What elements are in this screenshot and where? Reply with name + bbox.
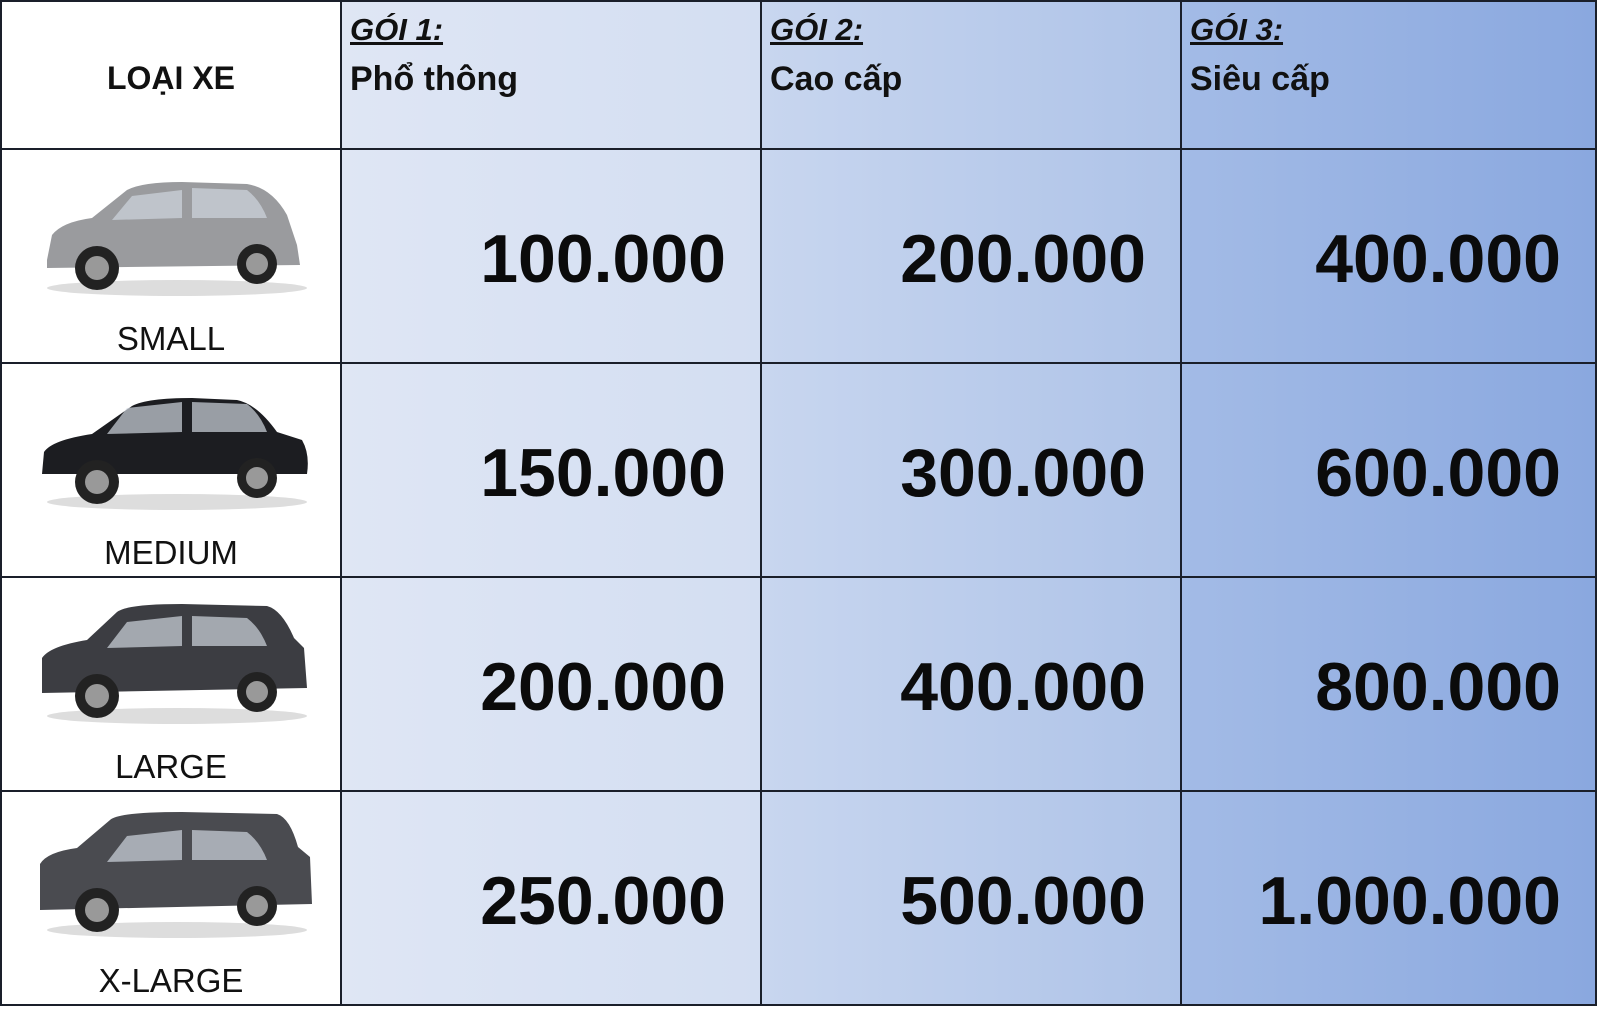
price-value: 250.000 (480, 863, 726, 939)
large-suv-car-icon (40, 812, 312, 938)
price-cell: 200.000 (340, 576, 762, 792)
package-label: GÓI 1: (350, 12, 444, 47)
price-value: 1.000.000 (1258, 863, 1561, 939)
vehicle-cell: SMALL (0, 148, 342, 364)
price-cell: 400.000 (760, 576, 1182, 792)
price-value: 100.000 (480, 221, 726, 297)
header-package-2: GÓI 2: Cao cấp (760, 0, 1182, 150)
hatchback-car-icon (47, 182, 307, 296)
price-value: 500.000 (900, 863, 1146, 939)
price-value: 150.000 (480, 435, 726, 511)
price-cell: 300.000 (760, 362, 1182, 578)
header-package-1: GÓI 1: Phổ thông (340, 0, 762, 150)
price-cell: 150.000 (340, 362, 762, 578)
price-value: 400.000 (900, 649, 1146, 725)
vehicle-cell: MEDIUM (0, 362, 342, 578)
vehicle-cell: LARGE (0, 576, 342, 792)
vehicle-size-label: X-LARGE (98, 962, 244, 999)
price-cell: 600.000 (1180, 362, 1597, 578)
table-row: SMALL 100.000 200.000 400.000 (0, 148, 1597, 364)
header-row: LOẠI XE GÓI 1: Phổ thông GÓI 2: Cao cấp GÓ… (0, 0, 1597, 150)
price-value: 400.000 (1315, 221, 1561, 297)
vehicle-size-label: MEDIUM (104, 534, 238, 571)
price-cell: 500.000 (760, 790, 1182, 1006)
price-cell: 400.000 (1180, 148, 1597, 364)
price-cell: 100.000 (340, 148, 762, 364)
vehicle-size-label: LARGE (115, 748, 227, 785)
vehicle-type-label: LOẠI XE (106, 60, 235, 96)
header-vehicle-type: LOẠI XE (0, 0, 342, 150)
price-value: 300.000 (900, 435, 1146, 511)
tier-label: Phổ thông (350, 60, 519, 98)
header-package-3: GÓI 3: Siêu cấp (1180, 0, 1597, 150)
price-cell: 800.000 (1180, 576, 1597, 792)
price-value: 800.000 (1315, 649, 1561, 725)
price-cell: 200.000 (760, 148, 1182, 364)
vehicle-size-label: SMALL (116, 320, 226, 357)
price-value: 200.000 (900, 221, 1146, 297)
price-cell: 250.000 (340, 790, 762, 1006)
tier-label: Siêu cấp (1190, 60, 1330, 98)
table-row: MEDIUM 150.000 300.000 600.000 (0, 362, 1597, 578)
table-row: LARGE 200.000 400.000 800.000 (0, 576, 1597, 792)
tier-label: Cao cấp (770, 60, 903, 98)
sedan-car-icon (42, 398, 308, 510)
price-value: 200.000 (480, 649, 726, 725)
price-value: 600.000 (1315, 435, 1561, 511)
package-label: GÓI 2: (770, 12, 864, 47)
table-row: X-LARGE 250.000 500.000 1.000.000 (0, 790, 1597, 1006)
package-label: GÓI 3: (1190, 12, 1284, 47)
price-cell: 1.000.000 (1180, 790, 1597, 1006)
suv-car-icon (42, 604, 307, 724)
vehicle-cell: X-LARGE (0, 790, 342, 1006)
